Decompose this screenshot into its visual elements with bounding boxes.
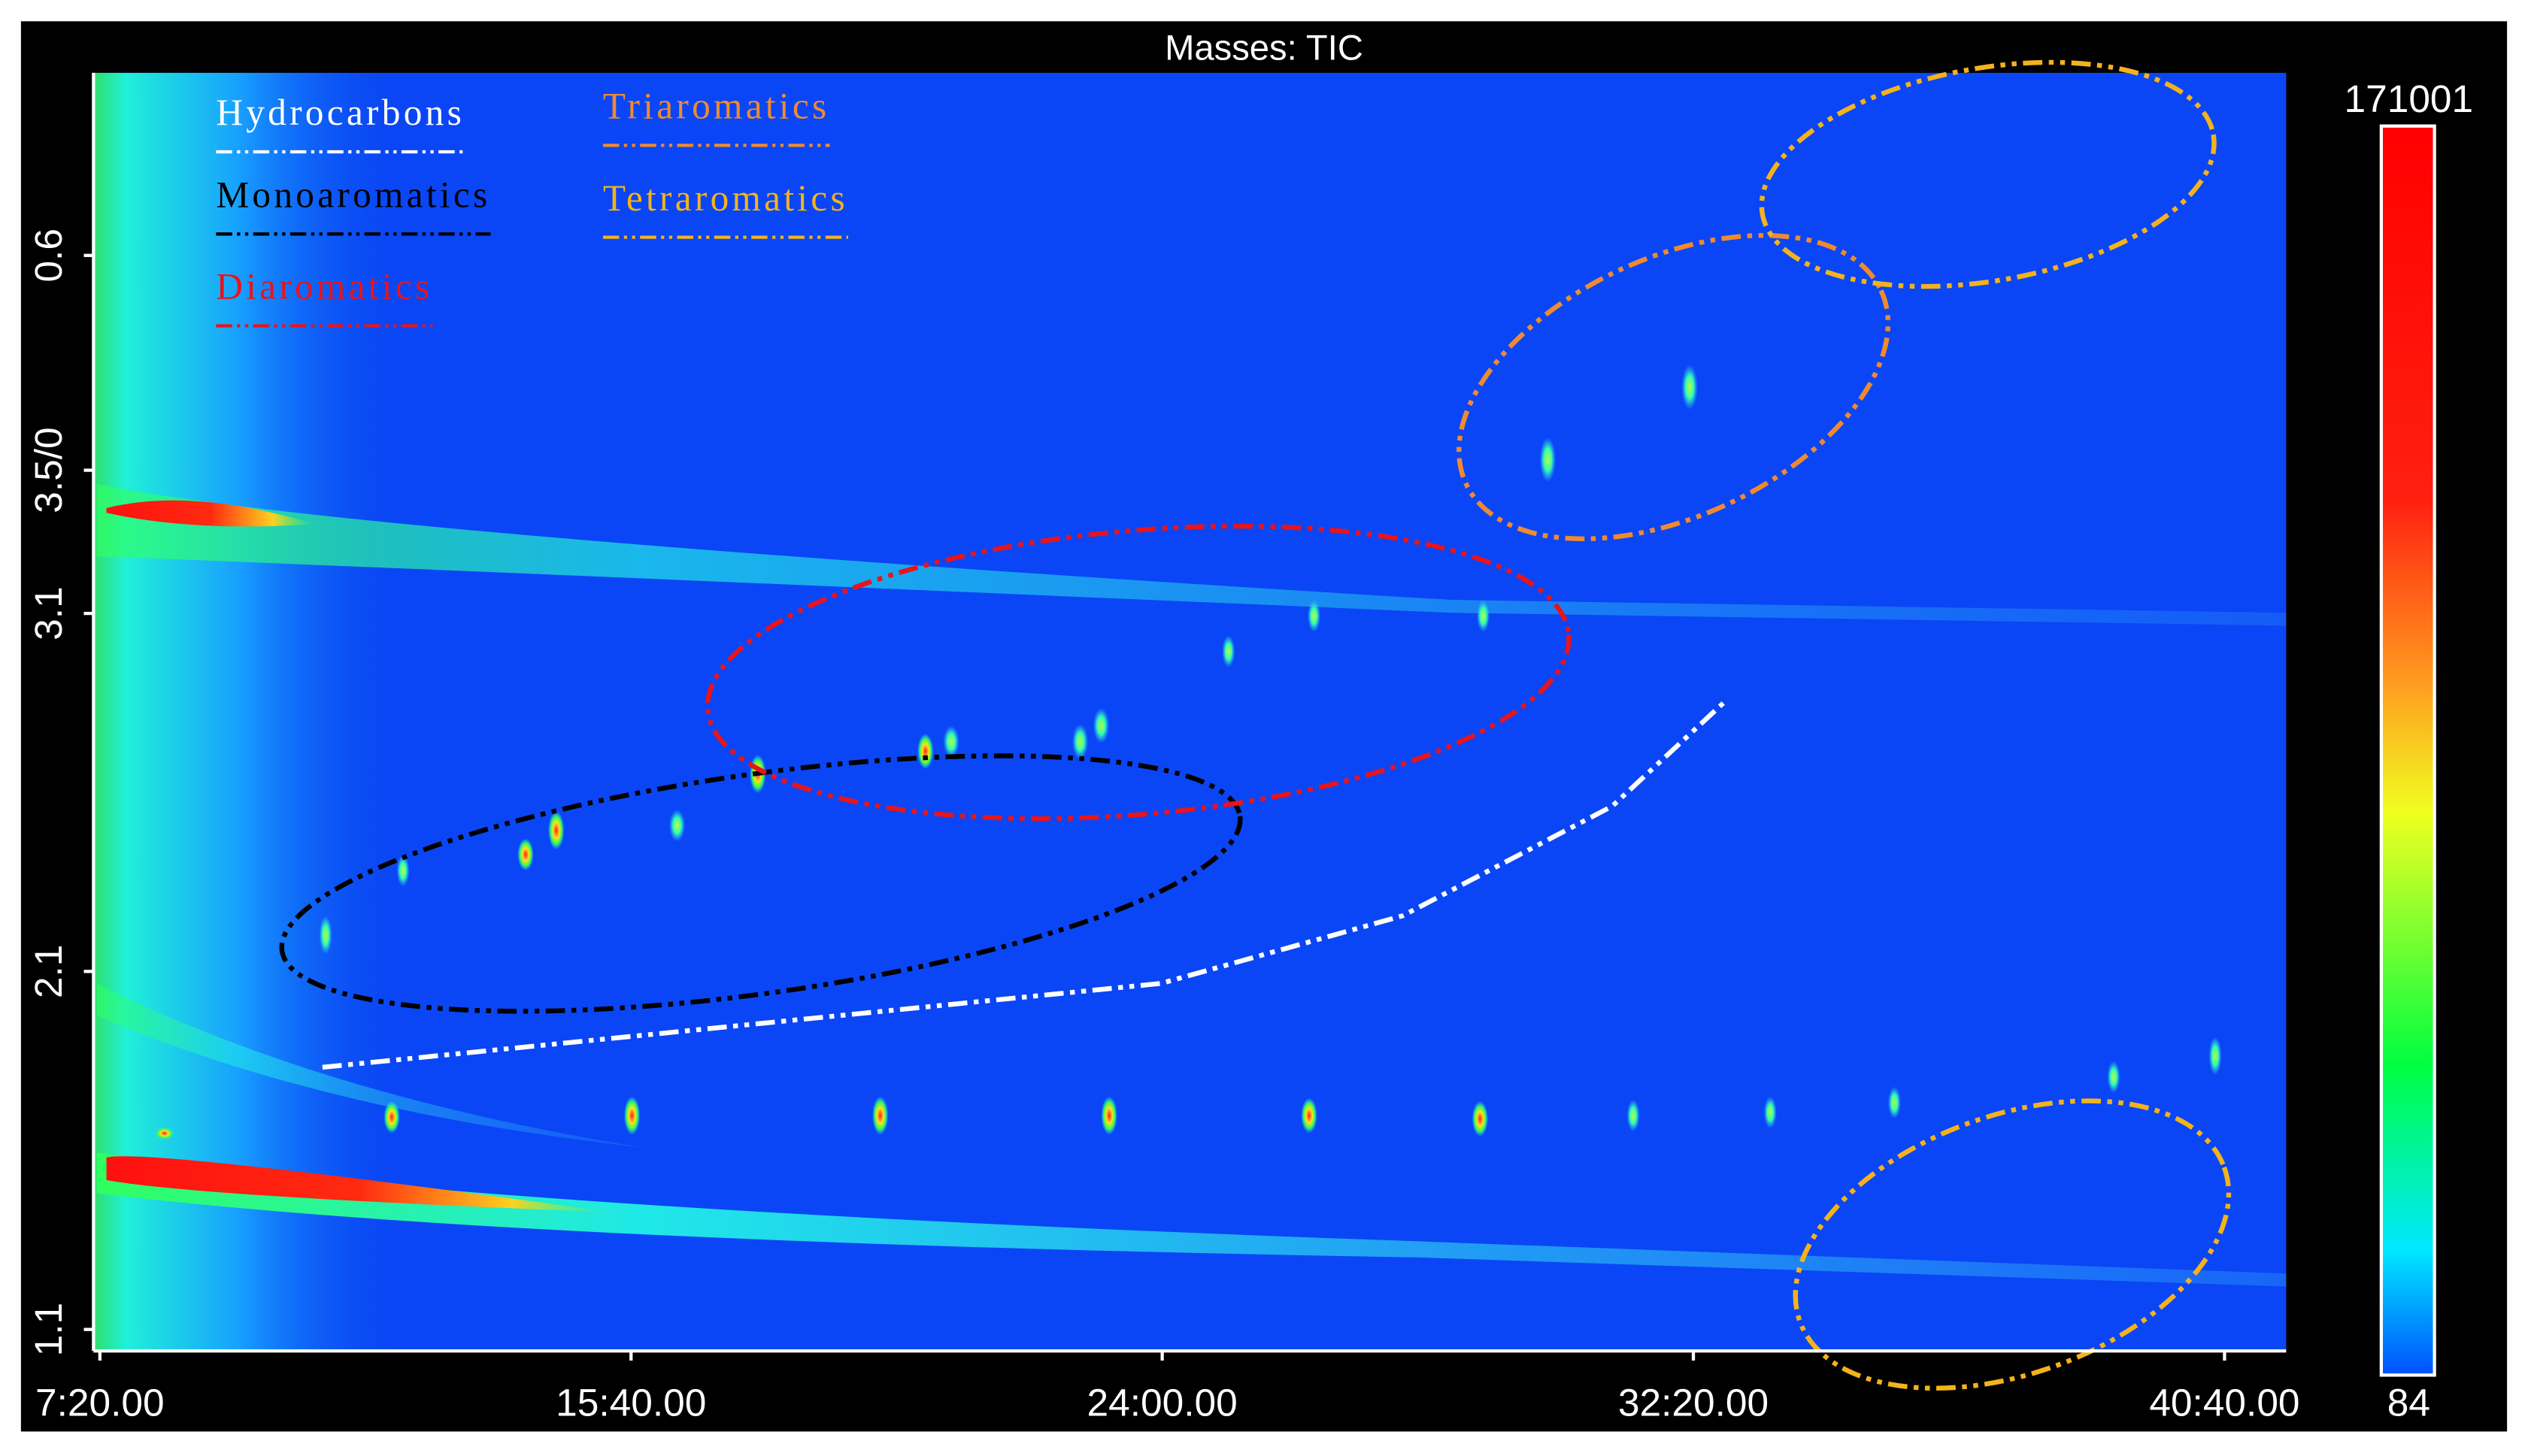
band [96, 483, 2287, 626]
colorbar [2379, 124, 2436, 1377]
legend-label: Tetraromatics [603, 177, 848, 219]
legend-label: Hydrocarbons [216, 92, 465, 133]
y-tick-label: 0.6 [26, 229, 70, 283]
y-tick-label: 1.1 [26, 1303, 70, 1357]
chart-title: Masses: TIC [1165, 27, 1363, 67]
colorbar-max: 171001 [2345, 77, 2474, 120]
monoaromatics-region [279, 753, 1243, 1014]
band [106, 500, 315, 527]
x-tick-label: 24:00.00 [1087, 1381, 1238, 1424]
edge-glow [93, 72, 417, 1352]
hydrocarbons-region [322, 699, 1727, 1070]
x-tick-label: 15:40.00 [556, 1381, 706, 1424]
x-tick-label: 7:20.00 [35, 1381, 165, 1424]
colorbar-min: 84 [2387, 1381, 2430, 1424]
plot-area [93, 59, 2287, 1391]
legend-label: Monoaromatics [216, 174, 490, 215]
y-tick-label: 2.1 [26, 945, 70, 999]
band [106, 1156, 613, 1212]
x-tick-label: 40:40.00 [2149, 1381, 2299, 1424]
triaromatics-region [1456, 232, 1891, 542]
legend-label: Diaromatics [216, 266, 432, 307]
peaks [154, 364, 2222, 1140]
plot-background [93, 72, 2287, 1352]
band [96, 1152, 2287, 1287]
legend-label: Triaromatics [603, 86, 830, 127]
y-tick-label: 3.5/0 [26, 427, 70, 513]
y-tick-label: 3.1 [26, 586, 70, 640]
x-tick-label: 32:20.00 [1618, 1381, 1769, 1424]
